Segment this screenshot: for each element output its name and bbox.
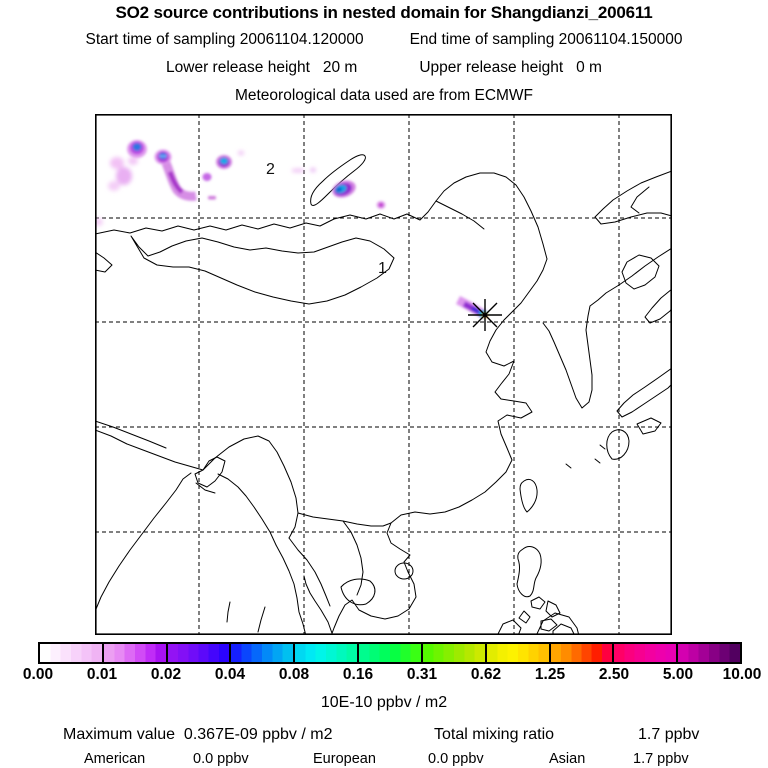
region-label-1: 1 — [378, 260, 387, 277]
colorbar-segment — [486, 644, 551, 662]
colorbar-tick-label: 1.25 — [534, 666, 566, 683]
colorbar-segment — [103, 644, 168, 662]
map-panel: 2 1 — [95, 114, 672, 635]
colorbar-tick-label: 2.50 — [598, 666, 630, 683]
contribution-asian-value: 1.7 ppbv — [633, 751, 689, 767]
colorbar-tick-label: 0.00 — [22, 666, 54, 683]
colorbar-units-label: 10E-10 ppbv / m2 — [320, 694, 448, 711]
end-time-label: End time of sampling 20061104.150000 — [409, 31, 683, 48]
met-source-label: Meteorological data used are from ECMWF — [234, 87, 534, 104]
start-time-label: Start time of sampling 20061104.120000 — [85, 31, 364, 48]
colorbar-segment — [231, 644, 296, 662]
colorbar-segment — [678, 644, 740, 662]
coastlines — [95, 154, 672, 635]
graticule-gridlines — [95, 114, 672, 635]
receptor-star-marker — [468, 299, 502, 331]
contribution-asian-label: Asian — [549, 751, 586, 767]
colorbar-tick-label: 0.31 — [406, 666, 438, 683]
contribution-american-label: American — [84, 751, 146, 767]
map-border — [95, 114, 672, 635]
colorbar-segment — [167, 644, 232, 662]
colorbar-segment — [40, 644, 104, 662]
colorbar-tick-label: 0.01 — [86, 666, 118, 683]
plume-patches — [95, 140, 489, 320]
total-ratio-label: Total mixing ratio — [434, 726, 555, 743]
colorbar-segment — [295, 644, 360, 662]
colorbar-tick-label: 0.08 — [278, 666, 310, 683]
map-svg: 2 1 — [95, 114, 672, 635]
lower-release-label: Lower release height 20 m — [166, 59, 358, 76]
colorbar-segment — [359, 644, 423, 662]
max-value-label: Maximum value 0.367E-09 ppbv / m2 — [63, 726, 333, 743]
colorbar-segment — [550, 644, 615, 662]
contribution-american-value: 0.0 ppbv — [193, 751, 249, 767]
sampling-times-row: Start time of sampling 20061104.120000 E… — [0, 31, 768, 49]
total-ratio-value: 1.7 ppbv — [638, 726, 700, 743]
colorbar-tick-label: 5.00 — [662, 666, 694, 683]
colorbar-tick-label: 0.62 — [470, 666, 502, 683]
page-title: SO2 source contributions in nested domai… — [115, 3, 653, 22]
colorbar-segment — [614, 644, 679, 662]
colorbar-tick-label: 10.00 — [722, 666, 762, 683]
colorbar-segment — [422, 644, 487, 662]
colorbar-segments — [38, 642, 742, 664]
release-heights-row: Lower release height 20 m Upper release … — [0, 59, 768, 77]
colorbar-tick-label: 0.02 — [150, 666, 182, 683]
colorbar-tick-label: 0.04 — [214, 666, 246, 683]
upper-release-label: Upper release height 0 m — [419, 59, 602, 76]
contribution-european-label: European — [313, 751, 376, 767]
colorbar-tick-label: 0.16 — [342, 666, 374, 683]
contribution-european-value: 0.0 ppbv — [428, 751, 484, 767]
region-label-2: 2 — [266, 161, 275, 178]
